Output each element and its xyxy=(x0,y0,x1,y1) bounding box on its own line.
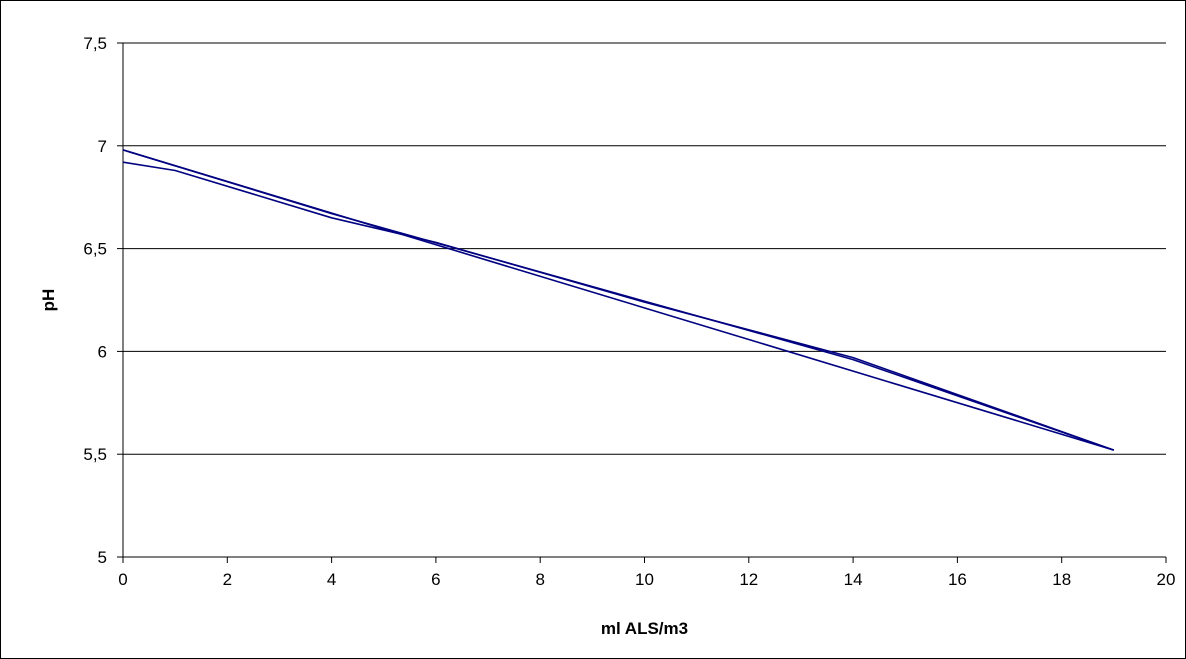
y-axis-ticks: 5 5,5 6 6,5 7 7,5 xyxy=(83,34,123,567)
x-tick-label: 4 xyxy=(327,570,336,589)
x-tick-label: 8 xyxy=(535,570,544,589)
y-tick-label: 7 xyxy=(98,137,107,156)
y-axis-title: pH xyxy=(39,289,58,312)
x-tick-label: 10 xyxy=(635,570,654,589)
x-tick-label: 2 xyxy=(223,570,232,589)
y-tick-label: 6,5 xyxy=(83,240,107,259)
x-tick-label: 18 xyxy=(1052,570,1071,589)
x-tick-label: 0 xyxy=(118,570,127,589)
y-tick-label: 6 xyxy=(98,342,107,361)
x-tick-label: 16 xyxy=(948,570,967,589)
x-axis-title: ml ALS/m3 xyxy=(601,619,688,638)
series-lines xyxy=(122,149,1115,451)
x-tick-label: 12 xyxy=(739,570,758,589)
y-tick-label: 7,5 xyxy=(83,34,107,53)
x-axis-ticks: 0 2 4 6 8 10 12 14 16 18 20 xyxy=(118,557,1175,589)
axes xyxy=(122,43,1166,558)
x-tick-label: 6 xyxy=(431,570,440,589)
series-line-2 xyxy=(122,161,1115,451)
y-tick-label: 5 xyxy=(98,548,107,567)
x-tick-label: 20 xyxy=(1157,570,1176,589)
series-line-3 xyxy=(122,149,1115,451)
x-tick-label: 14 xyxy=(844,570,863,589)
y-tick-label: 5,5 xyxy=(83,445,107,464)
gridlines xyxy=(123,42,1166,455)
